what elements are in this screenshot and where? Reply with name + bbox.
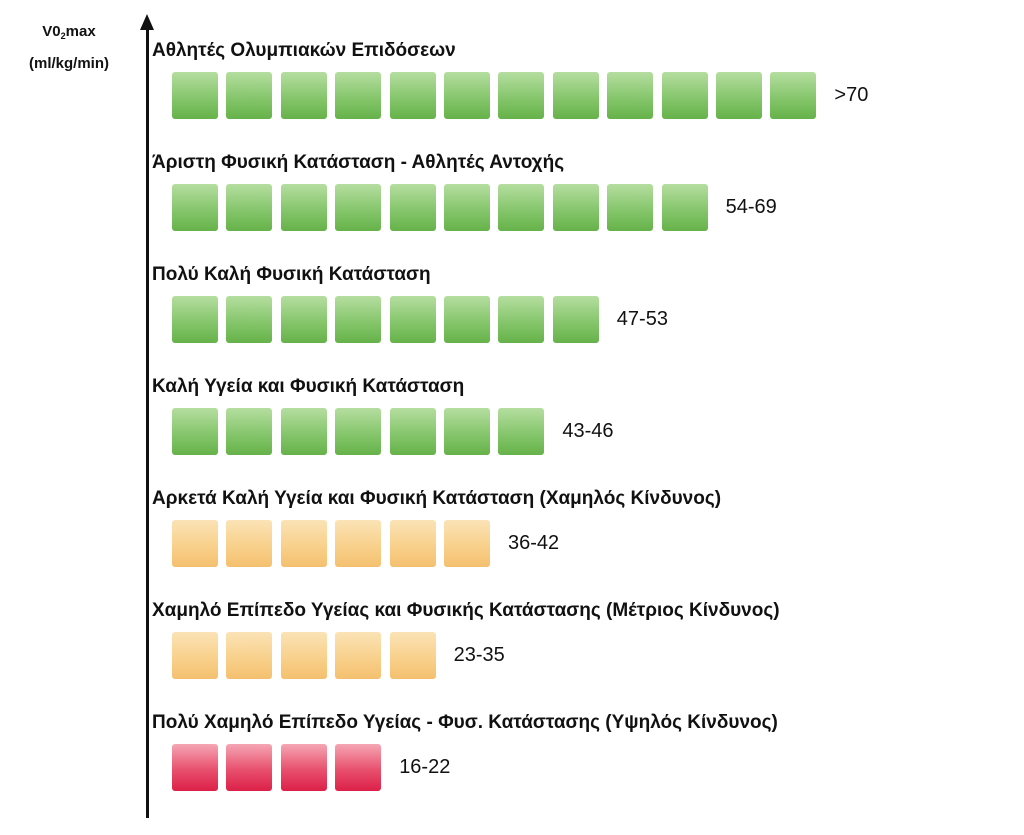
- level-block: [172, 296, 218, 343]
- y-axis-label: V02max (ml/kg/min): [14, 18, 124, 78]
- level-range-label: 36-42: [508, 532, 560, 554]
- level-block: [172, 408, 218, 455]
- level-block: [607, 72, 654, 119]
- y-axis-arrowhead: [140, 14, 154, 30]
- level-title: Αθλητές Ολυμπιακών Επιδόσεων: [152, 40, 456, 61]
- level-title: Χαμηλό Επίπεδο Υγείας και Φυσικής Κατάστ…: [152, 600, 780, 621]
- level-block: [172, 744, 218, 791]
- level-title: Αρκετά Καλή Υγεία και Φυσική Κατάσταση (…: [152, 488, 722, 509]
- level-block: [335, 632, 382, 679]
- level-block: [280, 184, 327, 231]
- level-block: [770, 72, 817, 119]
- level-block: [280, 72, 327, 119]
- level-block: [335, 520, 382, 567]
- level-block: [226, 184, 273, 231]
- level-range-label: 23-35: [453, 644, 505, 666]
- level-block: [335, 296, 382, 343]
- level-title: Άριστη Φυσική Κατάσταση - Αθλητές Αντοχή…: [152, 152, 565, 173]
- level-block: [389, 632, 436, 679]
- y-axis-label-prefix: V0: [42, 23, 61, 40]
- level-block: [389, 520, 436, 567]
- level-range-label: >70: [834, 84, 869, 106]
- level-block: [226, 408, 273, 455]
- level-block: [280, 296, 327, 343]
- level-block: [226, 72, 273, 119]
- y-axis-label-subscript: 2: [60, 31, 66, 41]
- level-title: Πολύ Καλή Φυσική Κατάσταση: [152, 264, 431, 285]
- level-block: [444, 520, 490, 567]
- level-block: [552, 72, 599, 119]
- level-range-label: 43-46: [562, 420, 614, 442]
- y-axis-label-unit: (ml/kg/min): [28, 55, 109, 72]
- level-block: [335, 408, 382, 455]
- level-range-label: 47-53: [616, 308, 668, 330]
- level-block: [172, 520, 218, 567]
- level-block: [661, 184, 708, 231]
- level-block: [226, 744, 273, 791]
- level-block: [444, 296, 490, 343]
- level-range-label: 16-22: [399, 756, 451, 778]
- level-block: [172, 72, 218, 119]
- level-block: [389, 296, 436, 343]
- level-block: [226, 296, 273, 343]
- level-block: [172, 184, 218, 231]
- level-block: [335, 184, 382, 231]
- level-block: [335, 744, 382, 791]
- level-block: [716, 72, 762, 119]
- level-block: [280, 520, 327, 567]
- level-block: [172, 632, 218, 679]
- level-range-label: 54-69: [725, 196, 777, 218]
- level-block: [280, 744, 327, 791]
- y-axis-line: [146, 28, 149, 818]
- level-title: Καλή Υγεία και Φυσική Κατάσταση: [152, 376, 465, 397]
- level-title: Πολύ Χαμηλό Επίπεδο Υγείας - Φυσ. Κατάστ…: [152, 712, 778, 733]
- level-block: [607, 184, 654, 231]
- level-block: [498, 296, 545, 343]
- level-block: [444, 408, 490, 455]
- level-block: [498, 72, 545, 119]
- level-block: [389, 184, 436, 231]
- level-block: [444, 184, 490, 231]
- level-block: [444, 72, 490, 119]
- level-block: [661, 72, 708, 119]
- level-block: [280, 632, 327, 679]
- level-block: [226, 520, 273, 567]
- level-block: [335, 72, 382, 119]
- level-block: [498, 408, 545, 455]
- level-block: [552, 184, 599, 231]
- y-axis-label-suffix: max: [65, 23, 96, 40]
- level-block: [389, 72, 436, 119]
- level-block: [389, 408, 436, 455]
- y-axis-label-metric: V02max: [14, 18, 124, 50]
- level-block: [280, 408, 327, 455]
- level-block: [226, 632, 273, 679]
- level-block: [552, 296, 599, 343]
- level-block: [498, 184, 545, 231]
